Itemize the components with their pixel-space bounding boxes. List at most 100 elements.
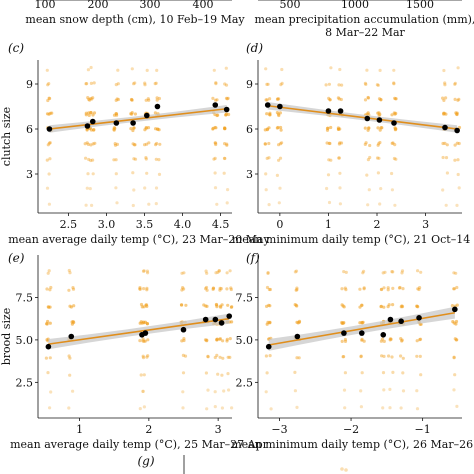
raw-point [328, 98, 332, 102]
x-tick-label: 0 [276, 218, 283, 231]
raw-point [452, 388, 456, 392]
raw-point [131, 128, 135, 133]
raw-point [266, 271, 270, 275]
raw-point [47, 96, 51, 100]
raw-point [365, 173, 369, 177]
raw-point [116, 82, 120, 86]
raw-point [211, 286, 216, 290]
raw-point [418, 354, 422, 358]
fit-line [48, 317, 230, 345]
raw-point [295, 286, 299, 290]
mean-point [212, 316, 219, 323]
raw-point [295, 405, 299, 409]
group-means [265, 306, 458, 350]
raw-point [267, 203, 271, 207]
raw-point [452, 355, 456, 359]
raw-point [379, 126, 383, 130]
raw-point [146, 338, 150, 342]
raw-point [368, 155, 372, 160]
raw-point [139, 373, 143, 377]
raw-point [215, 353, 219, 357]
mean-point [202, 316, 209, 323]
raw-point [393, 143, 397, 147]
raw-point [180, 303, 184, 307]
raw-point [143, 143, 147, 147]
raw-point [337, 83, 341, 87]
raw-point [380, 287, 384, 291]
y-tick-label: 9 [26, 78, 33, 91]
raw-point [327, 82, 331, 86]
raw-point [146, 271, 150, 275]
raw-point [225, 143, 229, 147]
top-right-tick: 500 [280, 0, 301, 11]
raw-point [278, 186, 282, 190]
raw-point [227, 112, 231, 117]
raw-point [456, 158, 460, 162]
raw-point [181, 390, 185, 394]
raw-point [130, 67, 134, 71]
raw-point [340, 303, 344, 307]
y-tick-label: 6 [246, 123, 253, 136]
raw-point [218, 286, 222, 290]
raw-point [85, 141, 89, 145]
raw-point [221, 339, 225, 343]
top-left-axis-strip: 100 200 300 400 mean snow depth (cm), 10… [25, 0, 245, 26]
raw-point [419, 373, 423, 377]
panel-d: (d) 3 6 9 0 1 2 3 mean minimum daily temp (°C), … [232, 41, 474, 246]
x-axis-label: mean average daily temp (°C), 23 Mar–20 … [8, 233, 270, 246]
panel-g-raw-point [344, 468, 348, 472]
panel-letter-g: (g) [137, 454, 154, 468]
raw-point [49, 390, 53, 394]
raw-point [214, 271, 218, 275]
raw-point [48, 157, 52, 161]
mean-point [84, 123, 91, 129]
raw-point [379, 98, 383, 102]
raw-point [328, 98, 332, 102]
raw-point [225, 97, 229, 101]
raw-point [390, 355, 394, 359]
raw-point [214, 81, 218, 85]
raw-point [145, 355, 149, 359]
raw-point [114, 172, 118, 176]
panel-letter: (e) [8, 251, 25, 265]
top-left-tick: 100 [35, 0, 56, 11]
raw-point [375, 156, 380, 160]
raw-point [381, 371, 386, 375]
raw-point [224, 96, 229, 100]
raw-point [452, 356, 456, 360]
raw-point [340, 83, 344, 87]
raw-point [381, 271, 385, 275]
raw-point [225, 201, 229, 205]
raw-point [225, 142, 229, 146]
raw-point [325, 186, 329, 191]
raw-point [387, 303, 391, 307]
raw-point [180, 288, 184, 292]
mean-point [391, 120, 397, 126]
raw-point [129, 97, 134, 102]
raw-point [145, 288, 149, 292]
raw-point [363, 81, 367, 85]
raw-point [329, 158, 333, 162]
raw-point [71, 286, 75, 290]
raw-point [145, 142, 149, 146]
panel-c: (c) 3 6 9 2.5 3.0 3.5 4.0 4.5 mean average daily … [0, 41, 271, 246]
raw-point [143, 339, 147, 343]
raw-point [280, 141, 284, 145]
raw-point [337, 156, 341, 160]
raw-point [214, 142, 218, 147]
raw-point [227, 388, 231, 392]
raw-point [340, 321, 344, 325]
raw-point [358, 287, 362, 291]
raw-point [453, 373, 457, 377]
raw-point [442, 111, 446, 115]
raw-point [180, 271, 184, 275]
raw-point [156, 127, 160, 131]
raw-point [211, 126, 215, 130]
top-right-xlabel-line1: mean precipitation accumulation (mm), [255, 13, 474, 26]
raw-point [142, 269, 146, 273]
raw-point [219, 305, 223, 309]
raw-point [376, 126, 380, 130]
raw-point [359, 405, 363, 409]
raw-point [455, 203, 459, 207]
raw-point [153, 111, 157, 115]
